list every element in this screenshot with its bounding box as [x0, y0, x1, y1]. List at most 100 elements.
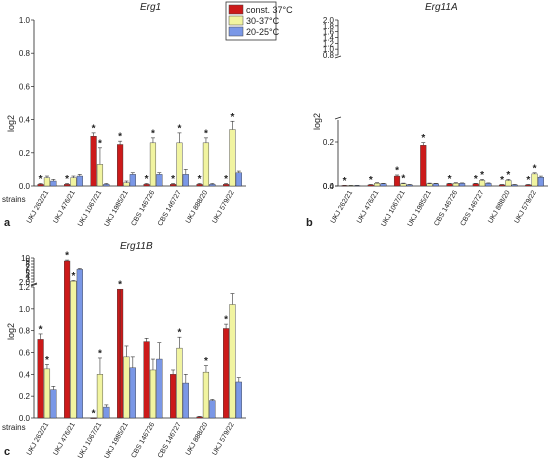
- legend-swatch-const-37: [228, 4, 244, 15]
- bar: [406, 184, 413, 187]
- y-tick-label: 0.0: [323, 182, 335, 191]
- y-tick-label: 0.2: [19, 149, 31, 158]
- y-tick-label: 1.2: [19, 283, 31, 292]
- axis-break-mark: [334, 116, 342, 120]
- significance-star: *: [480, 170, 484, 181]
- bar: [176, 347, 183, 419]
- y-tick-label: 9: [26, 257, 31, 266]
- panel-a-xlabel: strains: [2, 195, 26, 204]
- x-tick-label: UKJ 1067/21: [380, 189, 406, 228]
- x-tick-label: CBS 146727: [157, 189, 183, 227]
- bar: [196, 416, 203, 419]
- bar: [156, 174, 163, 187]
- bar: [485, 183, 492, 187]
- significance-star: *: [45, 355, 49, 366]
- x-tick-label: UKJ 1067/21: [77, 189, 103, 228]
- axis-break-mark: [30, 283, 38, 287]
- significance-star: *: [526, 175, 530, 186]
- y-tick-label: 1.0: [19, 16, 31, 25]
- panel-c-ylabel: log2: [6, 323, 16, 340]
- y-tick-label: 7: [26, 263, 31, 272]
- significance-star: *: [533, 163, 537, 174]
- y-tick-label: 0.0: [19, 414, 31, 423]
- bar: [103, 184, 110, 187]
- bar: [103, 406, 110, 419]
- panel-c-title: Erg11B: [120, 241, 153, 252]
- x-tick-label: UKJ 579/22: [514, 189, 538, 224]
- axis-break-mark: [334, 55, 342, 59]
- bar: [117, 144, 124, 187]
- bar: [43, 368, 51, 419]
- x-tick-label: UKJ 888/20: [487, 189, 511, 224]
- legend-label-30-37: 30-37°C: [246, 16, 280, 26]
- y-tick-label: 1.4: [323, 34, 335, 43]
- legend: const. 37°C 30-37°C 20-25°C: [225, 1, 293, 41]
- x-tick-label: CBS 146726: [130, 189, 156, 227]
- significance-star: *: [92, 123, 96, 134]
- x-tick-label: CBS 146727: [157, 421, 183, 459]
- axis-break-mark: [30, 282, 38, 286]
- y-tick-label: 0.6: [19, 349, 31, 358]
- bar: [229, 129, 236, 187]
- significance-star: *: [65, 174, 69, 185]
- significance-star: *: [500, 175, 504, 186]
- y-tick-label: 0.8: [19, 327, 31, 336]
- legend-label-const-37: const. 37°C: [246, 5, 293, 15]
- significance-star: *: [230, 112, 234, 123]
- bar: [37, 339, 44, 419]
- significance-star: *: [343, 176, 347, 187]
- significance-star: *: [401, 174, 405, 185]
- x-tick-label: CBS 146727: [460, 189, 486, 227]
- y-tick-label: 2.0: [323, 16, 335, 25]
- bar: [43, 177, 51, 187]
- bar: [96, 164, 104, 187]
- y-tick-label: 5: [26, 269, 31, 278]
- panel-b-ylabel: log2: [312, 113, 322, 130]
- bar: [176, 142, 183, 187]
- significance-star: *: [369, 175, 373, 186]
- bar: [70, 177, 77, 187]
- significance-star: *: [204, 128, 208, 139]
- significance-star: *: [171, 174, 175, 185]
- significance-star: *: [204, 356, 208, 367]
- legend-label-20-25: 20-25°C: [246, 27, 280, 37]
- significance-star: *: [39, 174, 43, 185]
- bar: [380, 183, 387, 187]
- bar: [156, 358, 163, 419]
- x-tick-label: UKJ 888/20: [185, 189, 209, 224]
- significance-star: *: [177, 123, 181, 134]
- bar: [420, 145, 427, 187]
- bar: [123, 356, 130, 419]
- significance-star: *: [118, 132, 122, 143]
- significance-star: *: [98, 138, 102, 149]
- bar: [531, 173, 538, 187]
- bar: [76, 175, 83, 187]
- y-tick-label: 0.4: [19, 370, 31, 379]
- bar: [182, 174, 189, 187]
- bar: [511, 184, 518, 187]
- bar: [170, 374, 177, 419]
- y-tick-label: 0.2: [19, 392, 31, 401]
- y-tick-label: 0.2: [323, 138, 335, 147]
- y-tick-label: 0.0: [19, 182, 31, 191]
- x-tick-label: UKJ 1985/21: [104, 421, 130, 460]
- significance-star: *: [198, 174, 202, 185]
- panel-b: 0.0 0.2 0.4 0.81.01.21.41.61.82.0 * UKJ 262/2…: [323, 16, 548, 228]
- x-tick-label: UKJ 262/21: [26, 421, 50, 456]
- x-tick-label: UKJ 579/22: [211, 421, 235, 456]
- y-tick-label: 1.8: [323, 22, 335, 31]
- bar: [505, 180, 512, 187]
- bar: [129, 367, 136, 419]
- significance-star: *: [92, 409, 96, 420]
- significance-star: *: [421, 133, 425, 144]
- x-tick-label: CBS 146726: [433, 189, 459, 227]
- bar: [149, 142, 157, 187]
- bar: [209, 400, 216, 419]
- bar: [76, 269, 83, 419]
- bar: [202, 371, 210, 419]
- x-tick-label: CBS 146726: [130, 421, 156, 459]
- y-tick-label: 0.4: [323, 182, 335, 191]
- significance-star: *: [395, 166, 399, 177]
- significance-star: *: [39, 324, 43, 335]
